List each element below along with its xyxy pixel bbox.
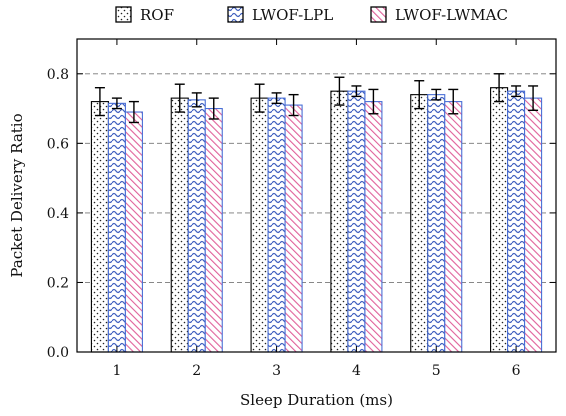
plot-frame xyxy=(76,38,557,353)
y-tick-label: 0.0 xyxy=(47,345,69,361)
x-tick-label: 1 xyxy=(112,363,121,379)
x-axis-label: Sleep Duration (ms) xyxy=(240,391,393,409)
bar-lwof-lwmac xyxy=(284,104,303,353)
y-tick-label: 0.4 xyxy=(47,206,69,222)
bar-lwof-lpl xyxy=(267,97,286,353)
y-tick-label: 0.2 xyxy=(47,275,69,291)
x-tick-label: 4 xyxy=(352,363,361,379)
grid-lines xyxy=(77,73,556,283)
legend-label: ROF xyxy=(140,6,174,24)
legend-label: LWOF-LPL xyxy=(252,6,333,24)
bar-rof xyxy=(490,87,509,353)
x-tick-label: 5 xyxy=(432,363,441,379)
legend-label: LWOF-LWMAC xyxy=(395,6,508,24)
bar-lwof-lwmac xyxy=(124,111,143,353)
bar-rof xyxy=(410,94,429,353)
bar-lwof-lwmac xyxy=(364,101,383,353)
bar-rof xyxy=(170,97,189,353)
bar-lwof-lpl xyxy=(187,99,206,353)
bars-group xyxy=(90,73,543,353)
chart-legend: ROF LWOF-LPL LWOF-LWMAC xyxy=(115,6,508,24)
x-tick-label: 3 xyxy=(272,363,281,379)
bar-lwof-lwmac xyxy=(444,101,463,353)
y-axis-label: Packet Delivery Ratio xyxy=(8,113,26,277)
legend-swatch-lwof-lpl xyxy=(227,6,244,23)
bar-rof xyxy=(330,90,349,353)
y-tick-label: 0.8 xyxy=(47,67,69,83)
axes-group: 0.0 0.2 0.4 0.6 0.8 1 2 3 4 5 6 xyxy=(47,39,556,379)
bar-rof xyxy=(90,101,109,353)
legend-swatch-lwof-lwmac xyxy=(370,6,387,23)
bar-lwof-lpl xyxy=(427,94,446,353)
bar-lwof-lpl xyxy=(347,90,366,353)
y-tick-label: 0.6 xyxy=(47,136,69,152)
x-tick-label: 2 xyxy=(192,363,201,379)
x-tick-label: 6 xyxy=(512,363,521,379)
bar-rof xyxy=(250,97,269,353)
bar-lwof-lpl xyxy=(507,90,526,353)
legend-swatch-rof xyxy=(115,6,132,23)
bar-lwof-lpl xyxy=(107,102,126,353)
bar-lwof-lwmac xyxy=(524,97,543,353)
bar-lwof-lwmac xyxy=(204,108,223,353)
